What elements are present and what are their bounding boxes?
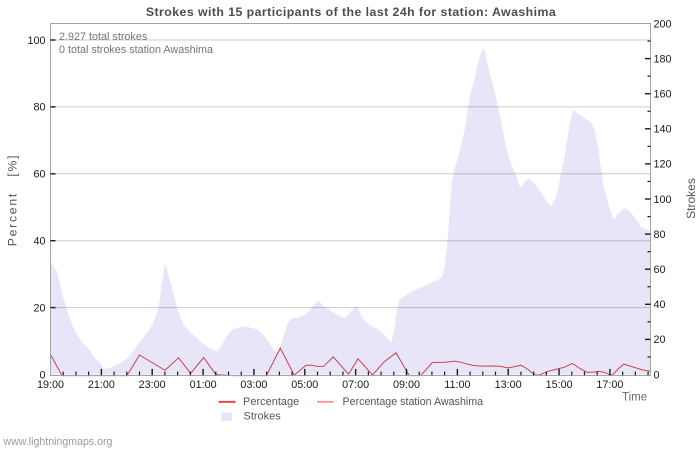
svg-text:60: 60 [654, 264, 666, 276]
svg-text:160: 160 [654, 89, 672, 101]
svg-text:180: 180 [654, 53, 672, 65]
svg-text:2.927 total strokes: 2.927 total strokes [59, 31, 148, 43]
svg-text:www.lightningmaps.org: www.lightningmaps.org [3, 436, 113, 448]
svg-text:03:00: 03:00 [240, 379, 267, 391]
svg-text:120: 120 [654, 159, 672, 171]
svg-text:Strokes: Strokes [684, 178, 698, 219]
svg-text:20: 20 [654, 334, 666, 346]
svg-text:07:00: 07:00 [342, 379, 369, 391]
svg-text:20: 20 [33, 302, 45, 314]
svg-text:100: 100 [654, 194, 672, 206]
svg-text:05:00: 05:00 [291, 379, 318, 391]
svg-text:13:00: 13:00 [495, 379, 522, 391]
svg-text:Strokes with 15 participants o: Strokes with 15 participants of the last… [146, 5, 556, 19]
svg-text:Percentage: Percentage [243, 396, 299, 408]
svg-text:11:00: 11:00 [444, 379, 470, 391]
svg-text:100: 100 [27, 35, 45, 47]
svg-text:Strokes: Strokes [244, 411, 282, 423]
svg-text:60: 60 [33, 169, 45, 181]
svg-text:01:00: 01:00 [190, 379, 217, 391]
svg-text:Time: Time [622, 392, 647, 404]
svg-text:0: 0 [654, 369, 660, 381]
svg-text:21:00: 21:00 [88, 379, 115, 391]
svg-text:19:00: 19:00 [37, 379, 64, 391]
svg-text:15:00: 15:00 [546, 379, 573, 391]
svg-text:140: 140 [654, 124, 672, 136]
svg-text:200: 200 [654, 18, 672, 30]
svg-text:80: 80 [654, 229, 666, 241]
svg-text:0: 0 [39, 369, 45, 381]
svg-text:Percentage station Awashima: Percentage station Awashima [343, 396, 484, 408]
svg-text:23:00: 23:00 [139, 379, 166, 391]
svg-text:Percent [%]: Percent [%] [6, 154, 20, 247]
svg-text:40: 40 [33, 236, 45, 248]
svg-text:80: 80 [33, 102, 45, 114]
svg-text:0 total strokes station Awashi: 0 total strokes station Awashima [59, 44, 213, 56]
svg-text:09:00: 09:00 [393, 379, 420, 391]
svg-text:40: 40 [654, 299, 666, 311]
svg-text:17:00: 17:00 [596, 379, 623, 391]
